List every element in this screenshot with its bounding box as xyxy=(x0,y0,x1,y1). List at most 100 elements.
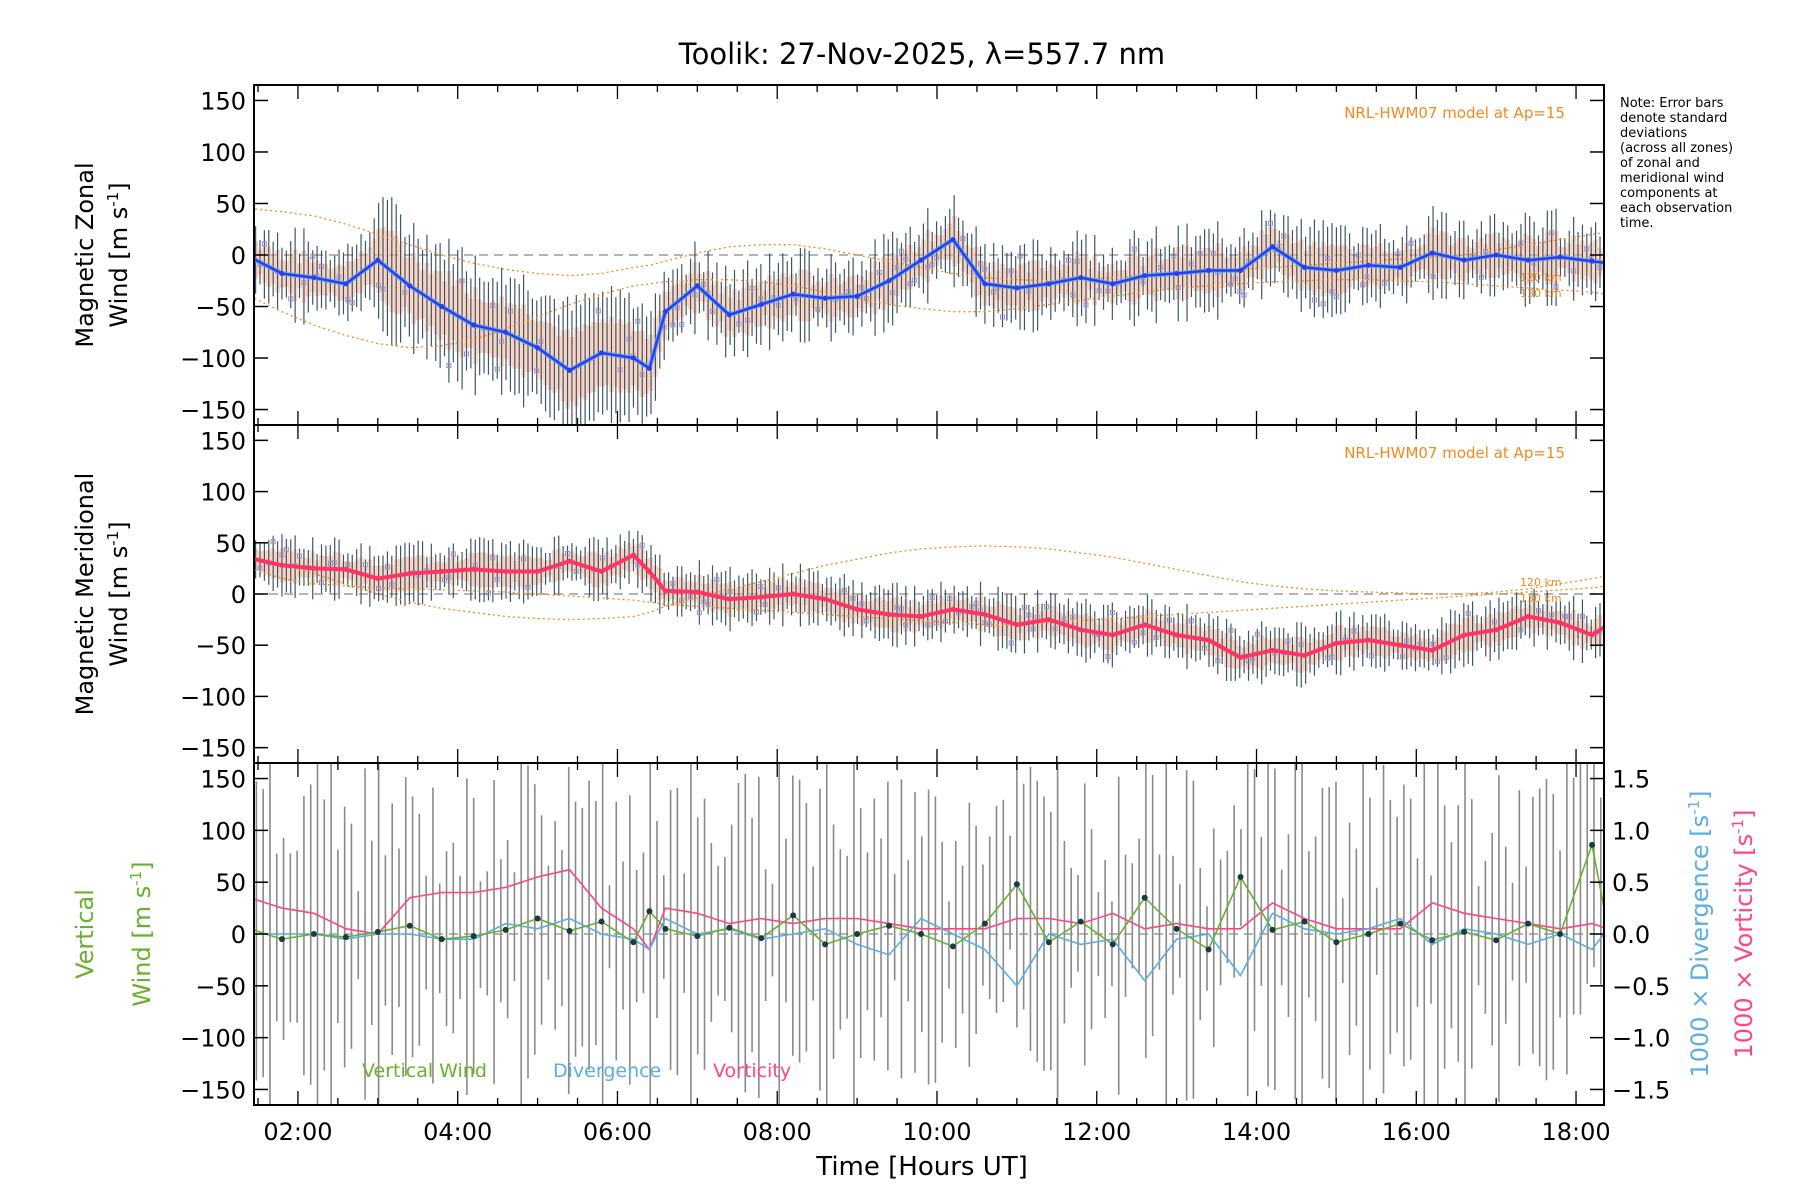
note-line: of zonal and xyxy=(1620,156,1700,171)
vertical-wind-point xyxy=(1109,941,1116,948)
zone-point xyxy=(903,622,909,628)
zonal-wind-point xyxy=(758,301,764,307)
note-line: time. xyxy=(1620,216,1654,231)
note-line: Note: Error bars xyxy=(1620,96,1724,111)
zone-point xyxy=(758,583,764,589)
zonal-wind-point xyxy=(1589,258,1595,264)
meridional-wind-point xyxy=(822,596,828,602)
model-alt-label: 120 km xyxy=(1520,271,1562,284)
meridional-wind-point xyxy=(1301,652,1307,658)
zonal-wind-point xyxy=(471,322,477,328)
meridional-wind-point xyxy=(758,594,764,600)
zone-point xyxy=(261,241,267,247)
y-tick-label: 150 xyxy=(200,766,246,794)
meridional-wind-point xyxy=(1605,622,1610,627)
vertical-wind-point xyxy=(406,922,413,929)
meridional-wind-point xyxy=(1557,620,1563,626)
zone-point xyxy=(929,594,935,600)
zone-point xyxy=(982,266,988,272)
y-tick-label: −100 xyxy=(180,1025,246,1053)
zone-point xyxy=(1597,264,1603,270)
y-tick-label: 100 xyxy=(200,139,246,167)
zone-point xyxy=(639,542,645,548)
zone-point xyxy=(1083,302,1089,308)
y-tick-label: 0 xyxy=(231,242,246,270)
zonal-wind-point xyxy=(982,281,988,287)
zone-point xyxy=(714,577,720,583)
y-axis-title: Wind [m s-1] xyxy=(104,521,133,666)
y-tick-label: 150 xyxy=(200,87,246,115)
zonal-wind-point xyxy=(1110,281,1116,287)
meridional-wind-point xyxy=(535,568,541,574)
zonal-wind-point xyxy=(248,255,253,260)
x-axis-title: Time [Hours UT] xyxy=(815,1152,1028,1182)
meridional-wind-point xyxy=(646,568,652,574)
vertical-wind-point xyxy=(1525,920,1532,927)
zone-point xyxy=(1351,628,1357,634)
meridional-wind-point xyxy=(1589,632,1595,638)
zone-point xyxy=(999,314,1005,320)
zonal-wind-point xyxy=(1429,250,1435,256)
meridional-wind-point xyxy=(471,566,477,572)
zone-point xyxy=(1382,280,1388,286)
meridional-wind-point xyxy=(1269,647,1275,653)
vertical-wind-point xyxy=(1301,918,1308,925)
meridional-wind-point xyxy=(1461,632,1467,638)
vertical-wind-point xyxy=(822,941,829,948)
x-tick-label: 16:00 xyxy=(1382,1118,1451,1146)
meridional-wind-point xyxy=(982,611,988,617)
meridional-wind-point xyxy=(1174,632,1180,638)
zonal-wind-point xyxy=(1206,267,1212,273)
zonal-wind-point xyxy=(343,281,349,287)
vertical-wind-point xyxy=(662,925,669,932)
zone-point xyxy=(283,546,289,552)
zonal-wind-point xyxy=(598,350,604,356)
zone-point xyxy=(1017,253,1023,259)
zone-point xyxy=(459,278,465,284)
zonal-wind-point xyxy=(503,329,509,335)
vertical-wind-point xyxy=(1013,881,1020,888)
zone-point xyxy=(494,366,500,372)
y-tick-label: 0 xyxy=(231,921,246,949)
meridional-wind-point xyxy=(598,568,604,574)
vertical-wind-point xyxy=(1141,894,1148,901)
zone-point xyxy=(1131,246,1137,252)
zonal-wind-point xyxy=(535,345,541,351)
vertical-wind-point xyxy=(278,936,285,943)
y2-tick-label: −1.0 xyxy=(1612,1025,1670,1053)
y-axis-title: Magnetic Meridional xyxy=(71,473,99,716)
y-tick-label: −150 xyxy=(180,735,246,763)
meridional-wind-point xyxy=(1046,617,1052,623)
meridional-wind-point xyxy=(1110,632,1116,638)
meridional-wind-point xyxy=(1429,647,1435,653)
vertical-wind-point xyxy=(1429,937,1436,944)
vorticity-line xyxy=(254,868,1604,952)
y2-tick-label: 1.5 xyxy=(1612,766,1650,794)
vertical-wind-point xyxy=(598,918,605,925)
model-130km-line xyxy=(254,545,1604,621)
zone-point xyxy=(1553,284,1559,290)
zone-point xyxy=(490,555,496,561)
x-tick-label: 10:00 xyxy=(902,1118,971,1146)
model-alt-label: 120 km xyxy=(1520,576,1562,589)
y-tick-label: −150 xyxy=(180,1076,246,1104)
vertical-wind-point xyxy=(1077,918,1084,925)
note-line: meridional wind xyxy=(1620,171,1724,186)
vertical-wind-point xyxy=(502,926,509,933)
meridional-wind-point xyxy=(726,596,732,602)
zonal-wind-point xyxy=(1493,252,1499,258)
zone-point xyxy=(1131,639,1137,645)
meridional-wind-point xyxy=(1142,622,1148,628)
meridional-wind-point xyxy=(343,566,349,572)
zonal-wind-point xyxy=(1174,271,1180,277)
zone-point xyxy=(1215,658,1221,664)
vertical-wind-point xyxy=(646,908,653,915)
vertical-wind-point xyxy=(1397,920,1404,927)
zone-point xyxy=(345,296,351,302)
zonal-wind-point xyxy=(918,257,924,263)
zone-point xyxy=(1237,289,1243,295)
meridional-wind-point xyxy=(407,571,413,577)
x-tick-label: 14:00 xyxy=(1222,1118,1291,1146)
